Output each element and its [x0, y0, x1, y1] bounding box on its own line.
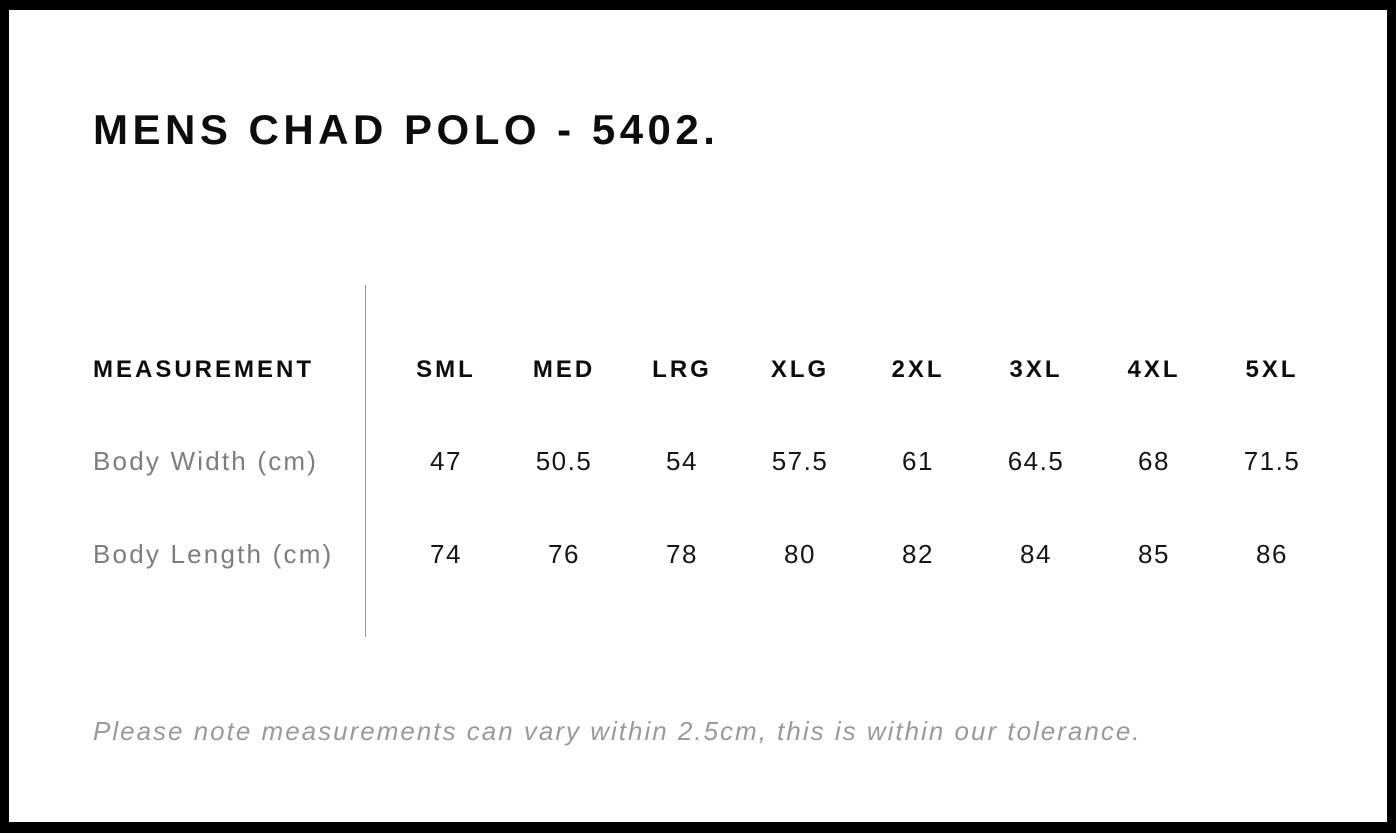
body-length-xlg: 80 [784, 539, 816, 569]
page-title: MENS CHAD POLO - 5402. [93, 106, 720, 153]
column-header-5xl: 5XL [1245, 356, 1299, 383]
body-width-2xl: 61 [902, 446, 934, 476]
column-header-4xl: 4XL [1127, 356, 1181, 383]
body-width-3xl: 64.5 [1007, 446, 1065, 476]
column-header-3xl: 3XL [1009, 356, 1063, 383]
sheet-canvas [9, 10, 1387, 822]
column-header-sml: SML [416, 356, 476, 383]
body-length-2xl: 82 [902, 539, 934, 569]
body-width-4xl: 68 [1138, 446, 1170, 476]
body-length-5xl: 86 [1256, 539, 1288, 569]
table-row-body-width: Body Width (cm) 47 50.5 54 57.5 61 64.5 … [0, 443, 1396, 479]
row-label-body-length: Body Length (cm) [93, 539, 334, 569]
column-header-measurement: MEASUREMENT [93, 356, 315, 383]
row-label-body-width: Body Width (cm) [93, 446, 319, 476]
table-column-divider [365, 285, 366, 637]
body-width-lrg: 54 [666, 446, 698, 476]
table-header-row: MEASUREMENT SML MED LRG XLG 2XL 3XL 4XL … [0, 352, 1396, 388]
body-length-values: 74 76 78 80 82 84 85 86 [387, 536, 1331, 572]
column-header-2xl: 2XL [891, 356, 945, 383]
column-header-med: MED [532, 356, 596, 383]
tolerance-note: Please note measurements can vary within… [93, 716, 1142, 746]
body-width-5xl: 71.5 [1243, 446, 1301, 476]
body-width-values: 47 50.5 54 57.5 61 64.5 68 71.5 [387, 443, 1331, 479]
body-length-lrg: 78 [666, 539, 698, 569]
body-length-4xl: 85 [1138, 539, 1170, 569]
body-width-med: 50.5 [535, 446, 593, 476]
table-row-body-length: Body Length (cm) 74 76 78 80 82 84 85 86 [0, 536, 1396, 572]
body-width-xlg: 57.5 [771, 446, 829, 476]
column-header-lrg: LRG [652, 356, 712, 383]
body-length-med: 76 [548, 539, 580, 569]
column-header-xlg: XLG [770, 356, 830, 383]
body-width-sml: 47 [430, 446, 462, 476]
body-length-3xl: 84 [1020, 539, 1052, 569]
size-header-group: SML MED LRG XLG 2XL 3XL 4XL 5XL [387, 352, 1331, 388]
body-length-sml: 74 [430, 539, 462, 569]
